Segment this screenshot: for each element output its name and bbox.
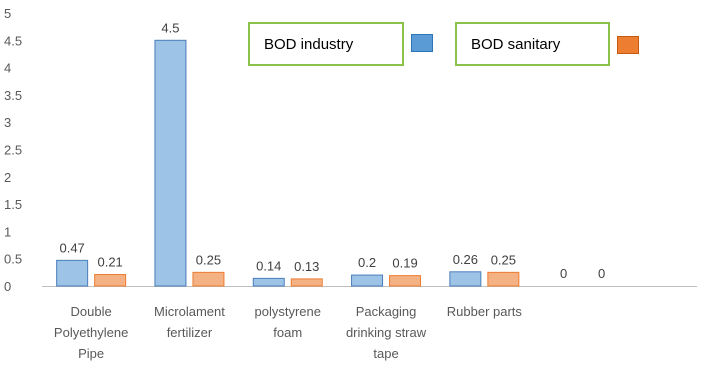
- data-label: 0.21: [97, 255, 122, 270]
- x-category-label-line: Polyethylene: [54, 325, 128, 340]
- bar-bod-industry: [56, 259, 89, 287]
- x-category-label: Packaging drinking straw tape: [346, 304, 427, 361]
- x-category-label-line: Packaging: [356, 304, 417, 319]
- legend-swatch-bod-sanitary: [617, 36, 639, 54]
- data-label: 0.14: [256, 258, 281, 273]
- x-category-label-line: Microlament: [154, 304, 225, 319]
- bar-bod-industry: [154, 39, 187, 287]
- data-label: 0.13: [294, 259, 319, 274]
- legend-label-bod-industry: BOD industry: [248, 22, 404, 66]
- bar-bod-industry: [252, 277, 285, 287]
- data-label: 0.19: [392, 256, 417, 271]
- data-label: 4.5: [161, 20, 179, 35]
- bar-bod-industry: [449, 271, 482, 287]
- legend-text-bod-industry: BOD industry: [264, 35, 354, 53]
- x-category-label-line: Double: [71, 304, 112, 319]
- y-tick-label: 1.5: [4, 197, 22, 212]
- x-category-label: polystyrene foam: [255, 304, 321, 340]
- y-tick-label: 1: [4, 224, 11, 239]
- data-label: 0: [560, 266, 567, 281]
- x-category-label: Microlament fertilizer: [154, 304, 225, 340]
- data-label: 0.25: [196, 252, 221, 267]
- bar-bod-sanitary: [389, 275, 422, 287]
- x-category-label-line: Rubber parts: [447, 304, 523, 319]
- bar-bod-industry: [351, 274, 384, 287]
- y-tick-label: 2.5: [4, 143, 22, 158]
- y-tick-label: 0: [4, 279, 11, 294]
- y-tick-label: 4.5: [4, 33, 22, 48]
- legend-label-bod-sanitary: BOD sanitary: [455, 22, 610, 66]
- x-category-label-line: polystyrene: [255, 304, 321, 319]
- x-category-label: Double Polyethylene Pipe: [54, 304, 128, 361]
- legend-text-bod-sanitary: BOD sanitary: [471, 35, 561, 53]
- y-tick-label: 2: [4, 170, 11, 185]
- y-tick-label: 3: [4, 115, 11, 130]
- bar-bod-sanitary: [192, 271, 225, 287]
- bar-bod-sanitary: [94, 274, 127, 287]
- data-label: 0.2: [358, 255, 376, 270]
- y-tick-label: 5: [4, 6, 11, 21]
- bar-bod-sanitary: [487, 271, 520, 287]
- data-label: 0: [598, 266, 605, 281]
- data-label: 0.47: [59, 240, 84, 255]
- x-category-label-line: tape: [373, 346, 398, 361]
- x-category-label-line: foam: [273, 325, 302, 340]
- x-category-label-line: fertilizer: [167, 325, 213, 340]
- data-label: 0.26: [453, 252, 478, 267]
- y-tick-label: 0.5: [4, 252, 22, 267]
- data-label: 0.25: [491, 252, 516, 267]
- legend-swatch-bod-industry: [411, 34, 433, 52]
- x-category-label-line: drinking straw: [346, 325, 427, 340]
- y-tick-label: 3.5: [4, 88, 22, 103]
- x-category-label: Rubber parts: [447, 304, 523, 319]
- x-category-label-line: Pipe: [78, 346, 104, 361]
- y-tick-label: 4: [4, 61, 11, 76]
- bar-bod-sanitary: [290, 278, 323, 287]
